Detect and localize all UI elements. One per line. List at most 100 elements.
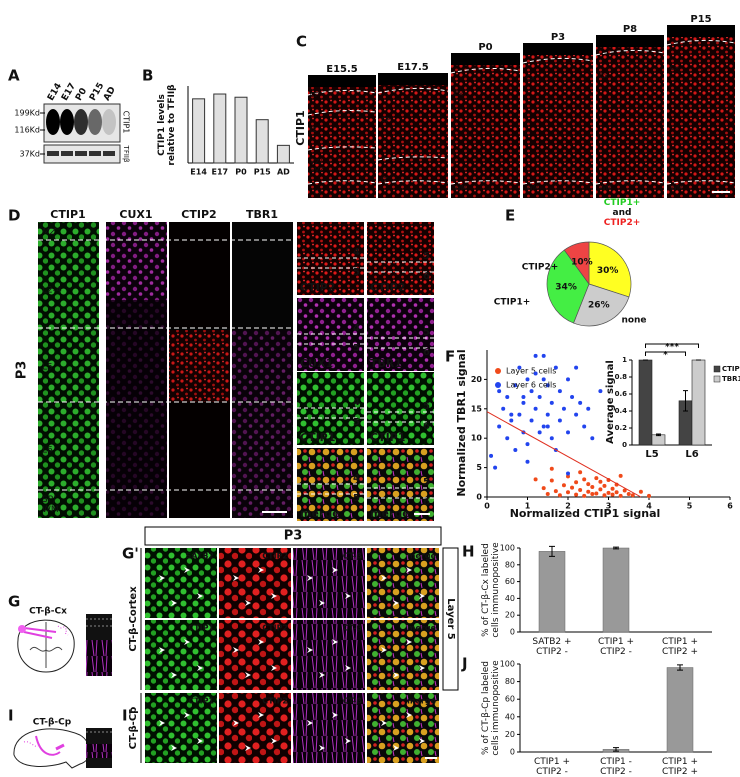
scatter-point <box>517 365 522 370</box>
layer-box <box>442 547 459 691</box>
scatter-point <box>529 389 534 394</box>
arrowhead <box>171 672 177 678</box>
arrowhead <box>319 672 325 678</box>
stain-label: CTIP1 <box>294 110 307 145</box>
inset-layer-label: 5 <box>423 401 430 412</box>
scatter-point <box>513 383 518 388</box>
arrowhead <box>245 600 251 606</box>
inset-stain-label: CTIP1 <box>370 431 405 444</box>
scatter-point <box>557 418 562 423</box>
arrowhead <box>233 647 239 653</box>
error-bar <box>677 664 683 671</box>
pie-category-label: CTIP2+ <box>522 263 559 273</box>
inset-layer-label: 6 <box>423 497 430 508</box>
blot-band <box>89 151 101 156</box>
pie-value-label: 10% <box>571 258 593 268</box>
row-label: CT-β-Cortex <box>128 586 139 652</box>
arrowhead <box>381 647 387 653</box>
x-tick-label: 2 <box>565 502 571 511</box>
arrowhead <box>307 575 313 581</box>
inset-layer-label: 5 <box>353 343 360 354</box>
arrowhead <box>345 593 351 599</box>
micrograph <box>367 548 439 618</box>
micrograph <box>38 222 99 518</box>
panel-letter: G <box>8 593 20 611</box>
inset-layer-label: 4 <box>353 247 360 258</box>
scatter-point <box>598 487 603 492</box>
scatter-point <box>610 492 615 497</box>
y-tick-label: 15 <box>471 404 483 413</box>
scatter-point <box>561 406 566 411</box>
inset-layer-label: 4 <box>353 473 360 484</box>
arrowhead <box>319 600 325 606</box>
scatter-point <box>525 459 530 464</box>
scatter-point <box>517 412 522 417</box>
scatter-point <box>497 424 502 429</box>
zone-label: VZ/SVZ <box>310 158 324 174</box>
stage-label: P15 <box>690 14 711 25</box>
stage-label: E15.5 <box>326 64 358 75</box>
scatter-point <box>582 477 587 482</box>
arrowhead <box>245 745 251 751</box>
x-tick-label: L6 <box>685 449 698 460</box>
y-axis-label: CTIP1 levelsrelative to TFIIβ <box>157 84 177 166</box>
y-tick-label: 0 <box>622 441 627 449</box>
x-tick-label: CTIP1 + CTIP2 - <box>534 757 570 777</box>
row-label: CT-β-Cp <box>128 707 139 750</box>
bar <box>651 434 666 446</box>
y-tick-label: 100 <box>500 544 515 553</box>
arrowhead <box>406 567 412 573</box>
arrowhead <box>393 672 399 678</box>
stage-label: P3 <box>551 32 565 43</box>
scatter-point <box>541 353 546 358</box>
layer-boundary <box>522 180 594 185</box>
x-tick-label: P15 <box>254 168 271 177</box>
scatter-point <box>501 406 506 411</box>
scatter-point <box>537 430 542 435</box>
scatter-point <box>561 483 566 488</box>
scatter-point <box>557 389 562 394</box>
arrowhead <box>419 738 425 744</box>
arrowhead <box>245 672 251 678</box>
arrowhead <box>197 593 203 599</box>
panel-letter: H <box>462 543 475 561</box>
stain-label: merge <box>407 697 436 706</box>
scatter-point <box>566 430 570 435</box>
inset-stain-label: CTIP1 <box>300 431 335 444</box>
blot-band <box>61 151 73 156</box>
blot-band <box>103 151 115 156</box>
stain-label: CTIP1 <box>188 697 214 706</box>
layer-boundary <box>377 180 449 185</box>
y-tick-label: 80 <box>505 677 515 686</box>
y-tick-label: 0.8 <box>615 373 628 381</box>
legend-swatch <box>713 365 721 373</box>
scatter-point <box>618 473 623 478</box>
scatter-point <box>549 478 554 483</box>
y-axis-label: Average signal <box>605 360 616 444</box>
fit-line <box>486 411 642 498</box>
inset-stain-label: merge <box>370 507 410 520</box>
micrograph <box>145 548 217 618</box>
inset-micrograph <box>367 372 434 445</box>
blot-band <box>46 109 60 135</box>
error-bar <box>683 390 688 412</box>
zone-label: WM <box>599 184 612 192</box>
scatter-point <box>541 377 546 382</box>
y-tick-label: 1 <box>622 356 627 364</box>
scatter-point <box>557 493 562 498</box>
stain-label: merge <box>407 552 436 561</box>
section-image <box>308 87 376 198</box>
arrowhead <box>258 639 264 645</box>
stage-label: P0 <box>478 42 492 53</box>
coronal-cartoon <box>17 614 112 676</box>
blot-band <box>88 109 102 135</box>
stain-label: merge <box>407 624 436 633</box>
marker-label: 199Kd <box>14 109 40 118</box>
inset-layer-label: 6 <box>423 347 430 358</box>
scatter-point <box>574 492 579 497</box>
scatter-point <box>578 487 583 492</box>
y-axis-label: % of CT-β-Cx labeledcells immunopositive <box>481 542 501 638</box>
stain-label: SATB2 <box>186 552 214 561</box>
section-image <box>523 55 593 198</box>
stain-header: CUX1 <box>119 208 152 221</box>
